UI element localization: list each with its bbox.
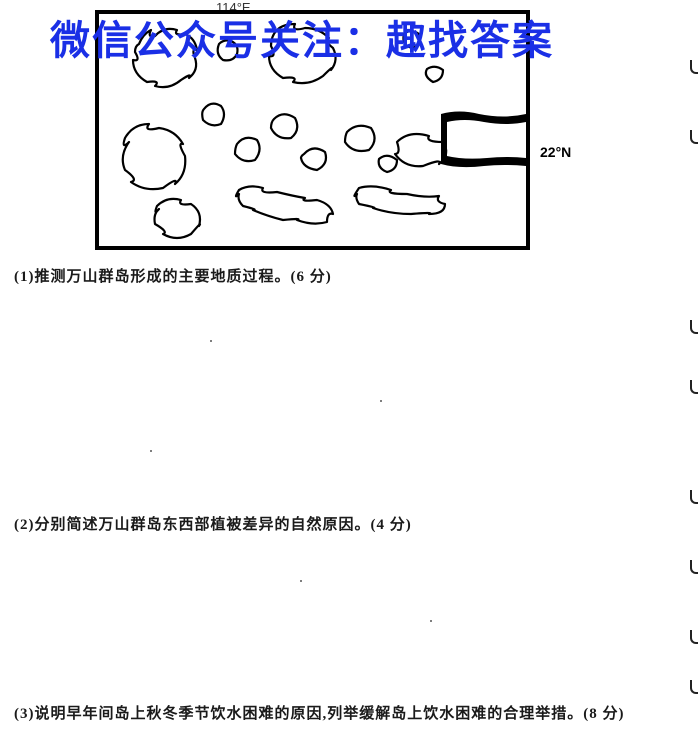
edge-mark <box>690 680 698 694</box>
right-edge-marks <box>670 0 700 730</box>
edge-mark <box>690 560 698 574</box>
exam-page: 微信公众号关注：趣找答案 114°E <box>0 0 700 730</box>
edge-mark <box>690 380 698 394</box>
edge-mark <box>690 630 698 644</box>
edge-mark <box>690 490 698 504</box>
question-3: (3)说明早年间岛上秋冬季节饮水困难的原因,列举缓解岛上饮水困难的合理举措。(8… <box>14 704 674 725</box>
coast-strip <box>441 112 526 168</box>
watermark-text: 微信公众号关注：趣找答案 <box>50 8 554 66</box>
latitude-label: 22°N <box>540 144 571 160</box>
edge-mark <box>690 320 698 334</box>
question-1: (1)推测万山群岛形成的主要地质过程。(6 分) <box>14 267 332 288</box>
scan-noise <box>380 400 382 402</box>
scan-noise <box>210 340 212 342</box>
scan-noise <box>150 450 152 452</box>
scan-noise <box>300 580 302 582</box>
edge-mark <box>690 60 698 74</box>
question-2: (2)分别简述万山群岛东西部植被差异的自然原因。(4 分) <box>14 515 412 536</box>
edge-mark <box>690 130 698 144</box>
scan-noise <box>430 620 432 622</box>
